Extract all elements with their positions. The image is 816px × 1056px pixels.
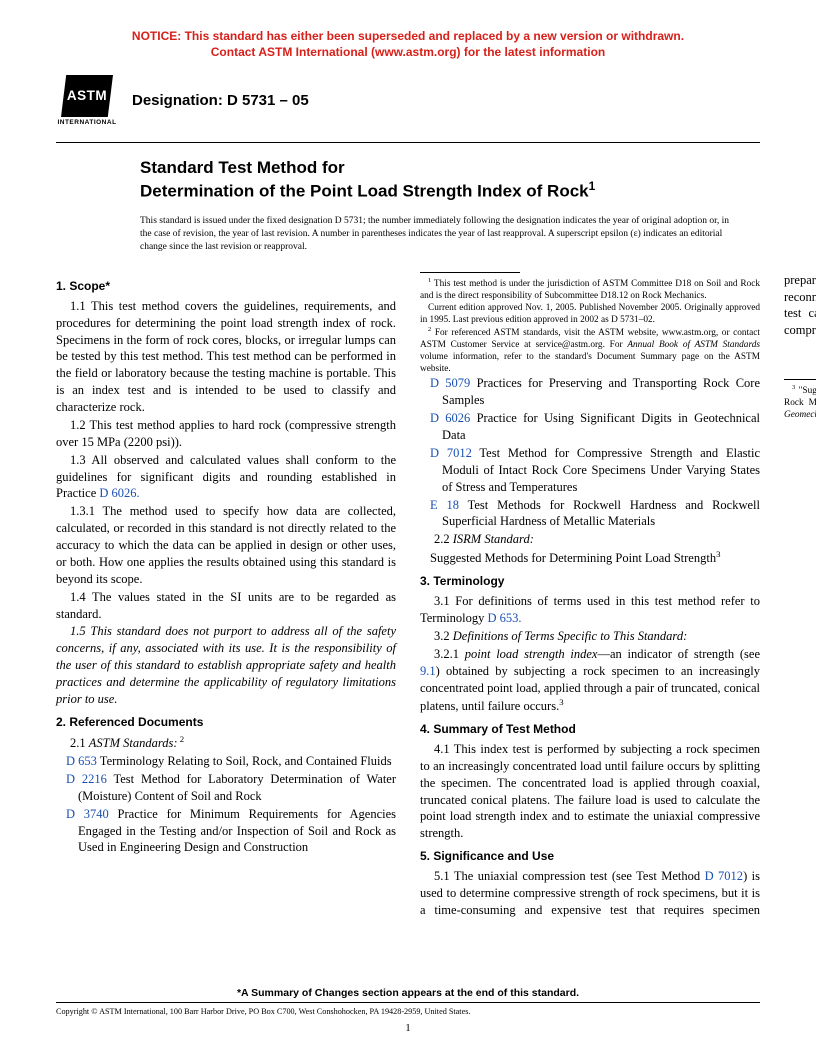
sec2-p21: 2.1 ASTM Standards: 2 — [56, 734, 396, 752]
footnote-rule-right — [784, 379, 816, 380]
sec3-p31: 3.1 For definitions of terms used in thi… — [420, 593, 760, 627]
link-d653[interactable]: D 653 — [66, 754, 97, 768]
notice-banner: NOTICE: This standard has either been su… — [56, 28, 760, 60]
footnote-1b: Current edition approved Nov. 1, 2005. P… — [420, 302, 760, 326]
link-91[interactable]: 9.1 — [420, 664, 436, 678]
sec3-head: 3. Terminology — [420, 573, 760, 589]
title-block: Standard Test Method for Determination o… — [140, 157, 760, 203]
sec1-p4: 1.4 The values stated in the SI units ar… — [56, 589, 396, 623]
ref-d7012: D 7012 Test Method for Compressive Stren… — [420, 445, 760, 496]
sec4-head: 4. Summary of Test Method — [420, 721, 760, 737]
sec1-p5: 1.5 This standard does not purport to ad… — [56, 623, 396, 707]
link-d3740[interactable]: D 3740 — [66, 807, 109, 821]
title-line1: Standard Test Method for — [140, 158, 345, 177]
link-e18[interactable]: E 18 — [430, 498, 459, 512]
right-footnotes: 3 "Suggested Methods for Determining Poi… — [784, 379, 816, 421]
astm-logo-shape: ASTM — [61, 75, 113, 117]
title-line2: Determination of the Point Load Strength… — [140, 182, 589, 201]
title-sup: 1 — [589, 179, 596, 193]
summary-note: *A Summary of Changes section appears at… — [56, 986, 760, 1000]
header-rule — [56, 142, 760, 143]
notice-line1: NOTICE: This standard has either been su… — [132, 29, 684, 43]
sec2-p22-line: Suggested Methods for Determining Point … — [420, 549, 760, 567]
sec2-p22: 2.2 ISRM Standard: — [420, 531, 760, 548]
copyright: Copyright © ASTM International, 100 Barr… — [56, 1006, 760, 1017]
footnote-3: 3 "Suggested Methods for Determining Poi… — [784, 384, 816, 421]
link-d2216[interactable]: D 2216 — [66, 772, 107, 786]
ref-d5079: D 5079 Practices for Preserving and Tran… — [420, 375, 760, 409]
ref-d653: D 653 Terminology Relating to Soil, Rock… — [56, 753, 396, 770]
header-row: ASTM INTERNATIONAL Designation: D 5731 –… — [56, 70, 760, 132]
ref-e18: E 18 Test Methods for Rockwell Hardness … — [420, 497, 760, 531]
sec1-p1: 1.1 This test method covers the guidelin… — [56, 298, 396, 416]
page-footer: *A Summary of Changes section appears at… — [56, 986, 760, 1036]
ref-d2216: D 2216 Test Method for Laboratory Determ… — [56, 771, 396, 805]
sec2-head: 2. Referenced Documents — [56, 714, 396, 730]
footnote-1: 1 This test method is under the jurisdic… — [420, 277, 760, 302]
sec1-head: 1. Scope* — [56, 278, 396, 294]
issue-note: This standard is issued under the fixed … — [140, 215, 730, 253]
sec3-p32: 3.2 Definitions of Terms Specific to Thi… — [420, 628, 760, 645]
notice-line2: Contact ASTM International (www.astm.org… — [211, 45, 605, 59]
sec3-p321: 3.2.1 point load strength index—an indic… — [420, 646, 760, 715]
document-title: Standard Test Method for Determination o… — [140, 157, 760, 203]
link-d6026[interactable]: D 6026. — [99, 486, 139, 500]
ref-d6026b: D 6026 Practice for Using Significant Di… — [420, 410, 760, 444]
page-number: 1 — [56, 1021, 760, 1036]
ref-d3740: D 3740 Practice for Minimum Requirements… — [56, 806, 396, 857]
link-d6026b[interactable]: D 6026 — [430, 411, 470, 425]
astm-logo: ASTM INTERNATIONAL — [56, 70, 118, 132]
footnote-rule-left — [420, 272, 520, 273]
sec4-p41: 4.1 This index test is performed by subj… — [420, 741, 760, 842]
astm-logo-text: ASTM — [67, 87, 107, 105]
designation: Designation: D 5731 – 05 — [132, 91, 309, 111]
sec5-head: 5. Significance and Use — [420, 848, 760, 864]
astm-logo-subtext: INTERNATIONAL — [57, 119, 116, 128]
body-columns: 1. Scope* 1.1 This test method covers th… — [56, 272, 760, 920]
link-d7012b[interactable]: D 7012 — [705, 869, 743, 883]
sec1-p3: 1.3 All observed and calculated values s… — [56, 452, 396, 503]
footnote-2: 2 For referenced ASTM standards, visit t… — [420, 326, 760, 375]
link-d7012[interactable]: D 7012 — [430, 446, 472, 460]
footer-rule — [56, 1002, 760, 1003]
link-d653b[interactable]: D 653. — [488, 611, 522, 625]
left-footnotes: 1 This test method is under the jurisdic… — [420, 272, 760, 376]
sec1-p31: 1.3.1 The method used to specify how dat… — [56, 503, 396, 587]
link-d5079[interactable]: D 5079 — [430, 376, 470, 390]
sec1-p2: 1.2 This test method applies to hard roc… — [56, 417, 396, 451]
